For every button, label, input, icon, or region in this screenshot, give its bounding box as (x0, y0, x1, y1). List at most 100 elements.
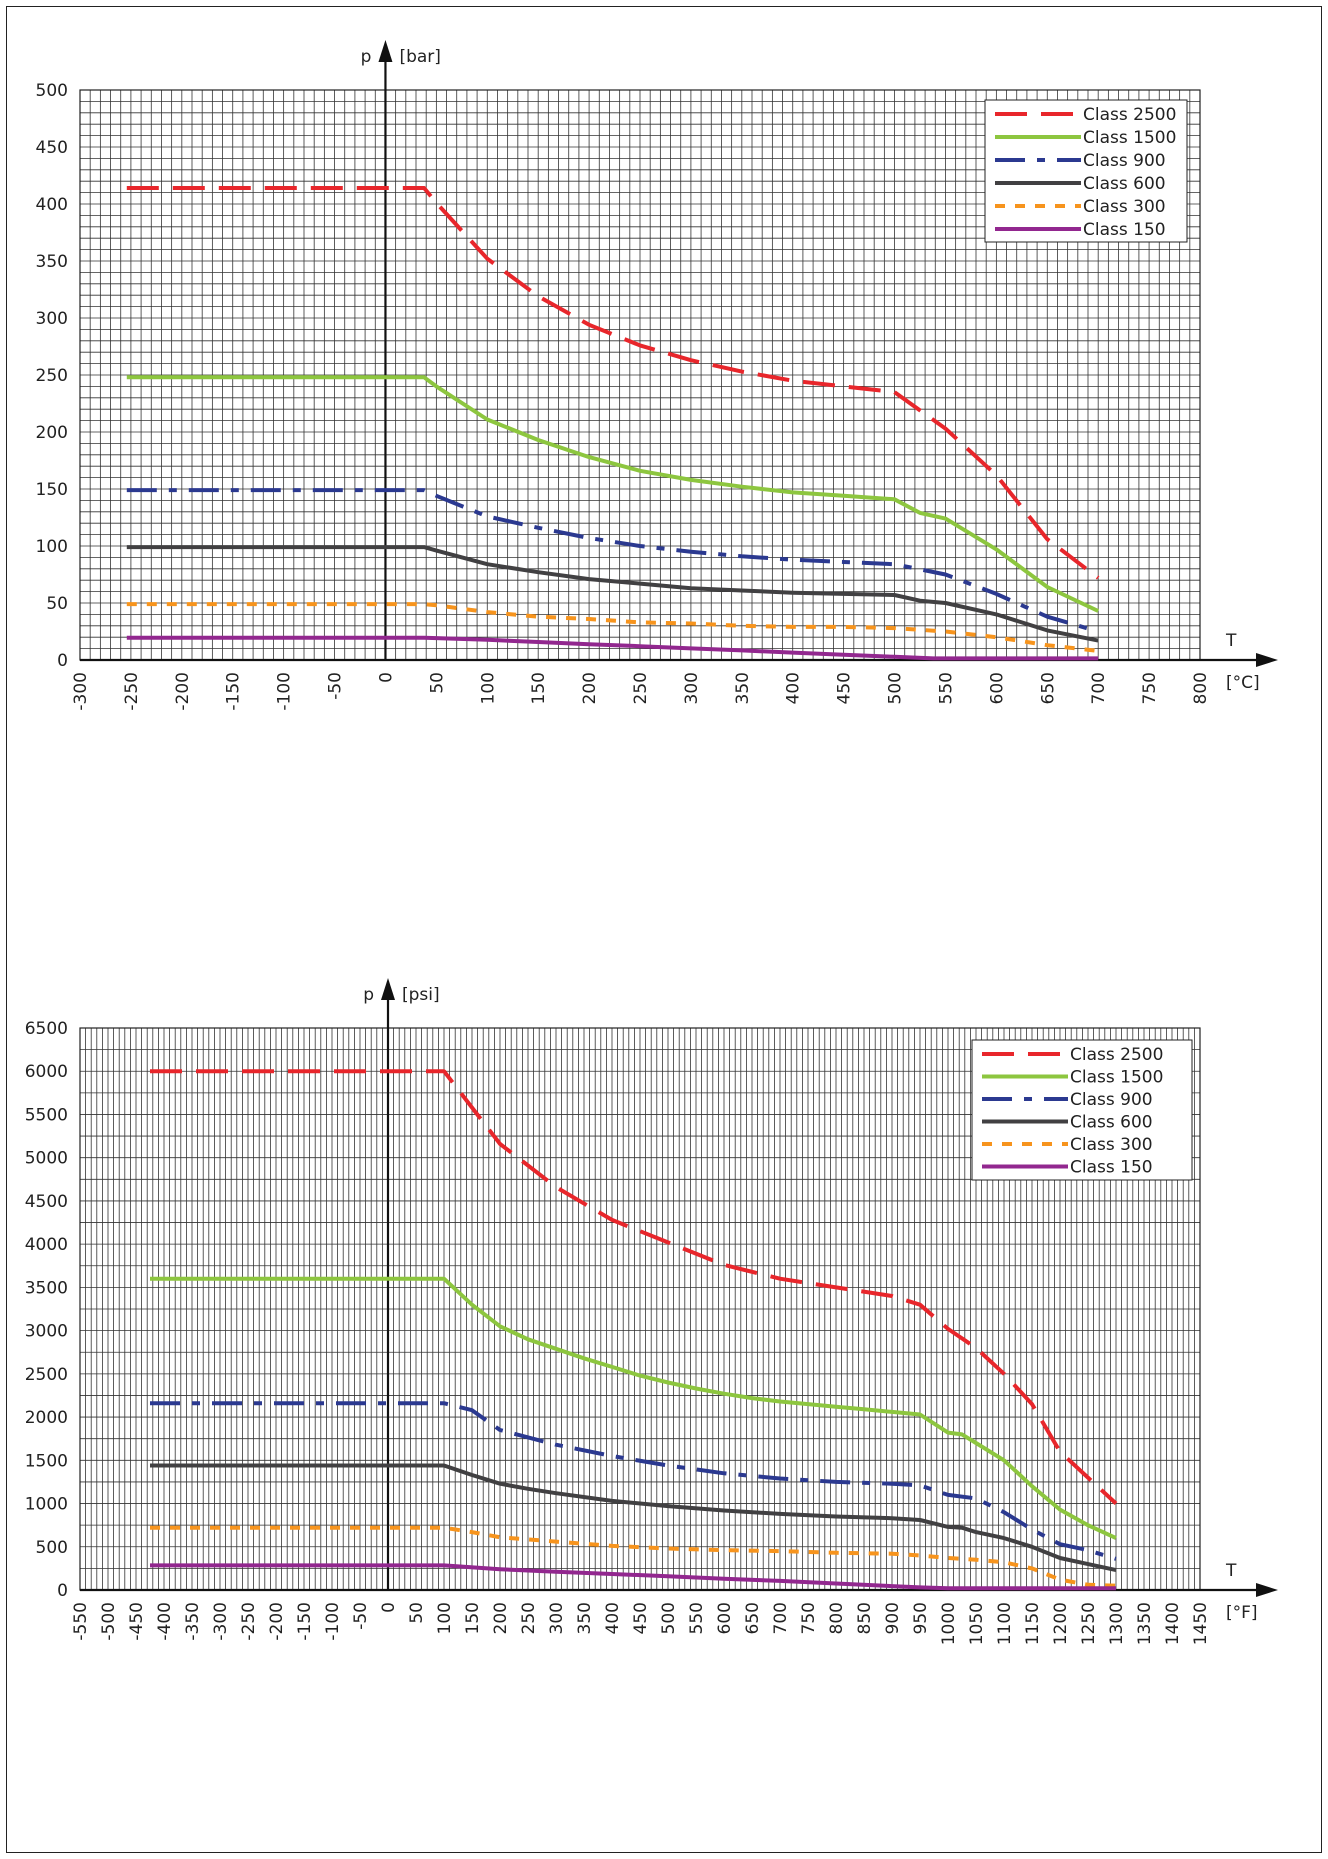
y-tick-label: 2000 (25, 1408, 68, 1428)
x-tick-label: 900 (883, 1602, 903, 1634)
legend-label: Class 1500 (1070, 1068, 1163, 1088)
x-axis-unit: [°C] (1226, 673, 1260, 693)
series-line-class-150 (150, 1563, 1116, 1591)
x-tick-label: -150 (224, 672, 244, 711)
x-axis-label: T (1225, 1561, 1237, 1581)
y-tick-label: 3500 (25, 1278, 68, 1298)
legend-label: Class 2500 (1070, 1045, 1163, 1065)
y-tick-label: 350 (36, 252, 68, 272)
legend-label: Class 900 (1083, 151, 1166, 171)
x-tick-label: 250 (631, 672, 651, 704)
x-axis-label: T (1225, 631, 1237, 651)
y-tick-label: 0 (57, 651, 68, 671)
y-tick-label: 3000 (25, 1322, 68, 1342)
x-axis-arrow (1256, 653, 1278, 667)
x-tick-label: 1050 (967, 1602, 987, 1645)
x-tick-label: 350 (733, 672, 753, 704)
chart-2: 0500100015002000250030003500400045005000… (25, 978, 1278, 1645)
y-axis-arrow (378, 40, 393, 62)
x-tick-label: 200 (580, 672, 600, 704)
y-tick-label: 450 (36, 138, 68, 158)
y-tick-label: 5500 (25, 1105, 68, 1125)
series-line-class-150 (126, 635, 1099, 661)
x-tick-label: 400 (784, 672, 804, 704)
series-line-class-900 (150, 1401, 1117, 1561)
x-tick-label: 550 (687, 1602, 707, 1634)
x-tick-label: -200 (267, 1602, 287, 1641)
x-tick-label: 1400 (1163, 1602, 1183, 1645)
y-tick-label: 400 (36, 195, 68, 215)
x-tick-label: 1450 (1191, 1602, 1211, 1645)
series-line-class-600 (126, 545, 1099, 643)
x-tick-label: -100 (323, 1602, 343, 1641)
x-tick-label: 0 (376, 672, 396, 683)
x-tick-label: 600 (987, 672, 1007, 704)
x-tick-label: -500 (99, 1602, 119, 1641)
grid (79, 89, 1201, 661)
y-tick-label: 500 (36, 81, 68, 101)
x-tick-label: -300 (211, 1602, 231, 1641)
x-tick-label: 1000 (939, 1602, 959, 1645)
x-tick-label: -50 (351, 1602, 371, 1630)
x-tick-label: 250 (519, 1602, 539, 1634)
series-line-class-300 (150, 1525, 1117, 1588)
x-tick-label: -200 (173, 672, 193, 711)
x-tick-label: -150 (295, 1602, 315, 1641)
y-axis-unit: [bar] (399, 47, 440, 67)
x-tick-label: -450 (127, 1602, 147, 1641)
x-tick-label: 600 (715, 1602, 735, 1634)
y-tick-label: 300 (36, 309, 68, 329)
x-tick-label: 1300 (1107, 1602, 1127, 1645)
x-tick-label: 0 (379, 1602, 399, 1613)
series-group (150, 1069, 1118, 1591)
x-tick-label: 500 (659, 1602, 679, 1634)
y-tick-label: 50 (46, 594, 68, 614)
y-tick-label: 1500 (25, 1451, 68, 1471)
legend-label: Class 600 (1083, 174, 1166, 194)
y-tick-label: 200 (36, 423, 68, 443)
x-tick-label: 700 (1089, 672, 1109, 704)
y-tick-label: 500 (36, 1538, 68, 1558)
y-axis-label: p (361, 47, 372, 67)
legend-label: Class 300 (1083, 197, 1166, 217)
page-frame (6, 6, 1322, 1853)
x-tick-label: 1100 (995, 1602, 1015, 1645)
x-tick-label: 400 (603, 1602, 623, 1634)
x-tick-label: 1200 (1051, 1602, 1071, 1645)
x-tick-label: 1150 (1023, 1602, 1043, 1645)
legend-box (971, 1039, 1193, 1181)
x-tick-label: -350 (183, 1602, 203, 1641)
legend-box (984, 99, 1188, 243)
x-tick-label: -250 (122, 672, 142, 711)
legend-label: Class 2500 (1083, 105, 1176, 125)
x-tick-label: -100 (275, 672, 295, 711)
x-tick-label: 150 (529, 672, 549, 704)
x-tick-label: 50 (427, 672, 447, 694)
x-tick-label: 450 (631, 1602, 651, 1634)
y-tick-label: 4500 (25, 1192, 68, 1212)
legend-label: Class 600 (1070, 1113, 1153, 1133)
x-tick-label: 100 (478, 672, 498, 704)
x-tick-label: -550 (71, 1602, 91, 1641)
series-line-class-1500 (126, 375, 1100, 613)
x-tick-label: 1250 (1079, 1602, 1099, 1645)
x-tick-label: 850 (855, 1602, 875, 1634)
x-tick-label: 550 (936, 672, 956, 704)
y-tick-label: 150 (36, 480, 68, 500)
legend-label: Class 300 (1070, 1135, 1153, 1155)
x-tick-label: 100 (435, 1602, 455, 1634)
x-tick-label: -250 (239, 1602, 259, 1641)
series-line-class-2500 (126, 186, 1100, 580)
y-tick-label: 100 (36, 537, 68, 557)
x-tick-label: -300 (71, 672, 91, 711)
x-tick-label: 500 (886, 672, 906, 704)
x-tick-label: 350 (575, 1602, 595, 1634)
legend-label: Class 150 (1070, 1158, 1153, 1178)
x-tick-label: 800 (1191, 672, 1211, 704)
y-tick-label: 250 (36, 366, 68, 386)
y-tick-label: 4000 (25, 1235, 68, 1255)
